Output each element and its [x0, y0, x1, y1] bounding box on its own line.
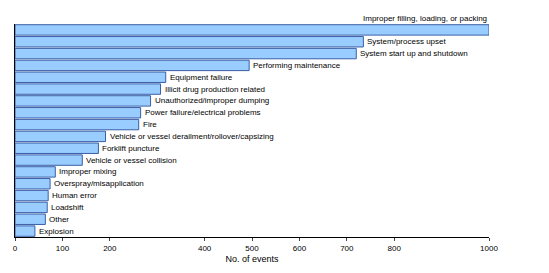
svg-text:400: 400	[198, 244, 212, 253]
svg-text:System/process upset: System/process upset	[367, 37, 446, 46]
svg-text:Equipment failure: Equipment failure	[170, 73, 233, 82]
svg-text:Improper filling, loading, or: Improper filling, loading, or packing	[363, 14, 487, 23]
svg-text:Loadshift: Loadshift	[51, 203, 84, 212]
svg-text:Vehicle or vessel derailment/r: Vehicle or vessel derailment/rollover/ca…	[110, 132, 274, 141]
svg-text:Other: Other	[49, 215, 69, 224]
svg-text:Unauthorized/improper dumping: Unauthorized/improper dumping	[155, 96, 269, 105]
svg-text:200: 200	[103, 244, 117, 253]
svg-text:700: 700	[340, 244, 354, 253]
svg-text:100: 100	[56, 244, 70, 253]
svg-text:System start up and shutdown: System start up and shutdown	[360, 49, 468, 58]
svg-text:600: 600	[293, 244, 307, 253]
svg-text:1000: 1000	[480, 244, 498, 253]
svg-text:No. of events: No. of events	[225, 254, 279, 264]
svg-text:500: 500	[245, 244, 259, 253]
svg-text:Power failure/electrical probl: Power failure/electrical problems	[145, 108, 261, 117]
svg-text:Overspray/misapplication: Overspray/misapplication	[54, 179, 144, 188]
svg-text:Explosion: Explosion	[39, 227, 74, 236]
svg-text:Human error: Human error	[52, 191, 97, 200]
svg-text:Performing maintenance: Performing maintenance	[253, 61, 341, 70]
svg-text:0: 0	[13, 244, 18, 253]
svg-text:Illicit drug production relate: Illicit drug production related	[165, 85, 265, 94]
svg-text:Improper mixing: Improper mixing	[59, 167, 116, 176]
svg-text:Vehicle or vessel collision: Vehicle or vessel collision	[86, 156, 177, 165]
svg-text:Forklift puncture: Forklift puncture	[102, 144, 160, 153]
svg-text:800: 800	[388, 244, 402, 253]
svg-text:Fire: Fire	[143, 120, 157, 129]
